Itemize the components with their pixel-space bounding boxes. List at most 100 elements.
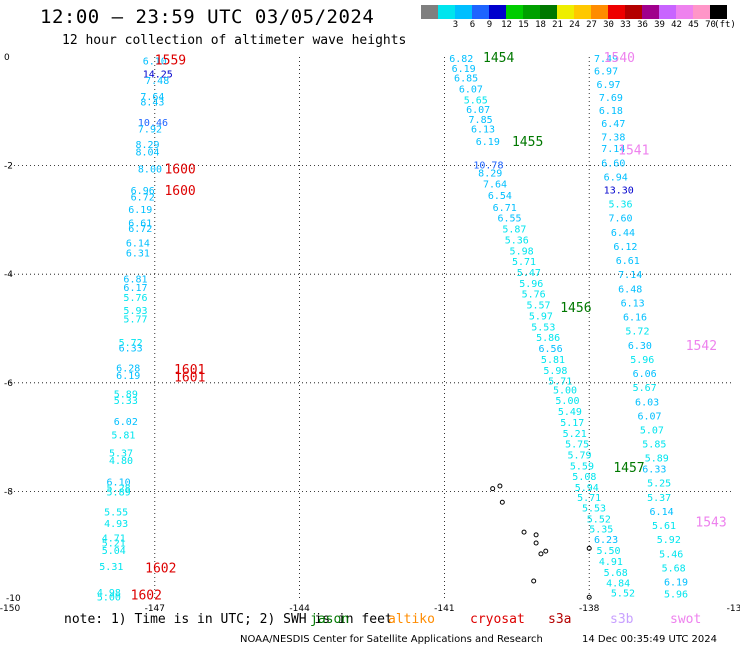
legend-tick-label: 12: [501, 20, 512, 30]
wave-height-value: 5.87: [502, 225, 526, 236]
wave-height-value: 6.10: [143, 56, 167, 67]
x-tick-label: -141: [434, 604, 454, 614]
wave-height-value: 6.33: [119, 344, 143, 355]
wave-height-value: 6.72: [128, 224, 152, 235]
pass-time-label: 1455: [512, 135, 543, 150]
page-title: 12:00 – 23:59 UTC 03/05/2024: [40, 6, 375, 28]
legend-swatch: [591, 5, 608, 19]
satellite-jason: jason: [310, 612, 350, 627]
wave-height-value: 7.64: [483, 180, 507, 191]
legend-swatch: [506, 5, 523, 19]
wave-height-value: 6.96: [131, 186, 155, 197]
wave-height-value: 6.14: [126, 239, 150, 250]
wave-height-value: 8.04: [135, 147, 159, 158]
wave-height-value: 5.96: [519, 279, 543, 290]
wave-height-value: 5.36: [609, 200, 633, 211]
pass-time-label: 1601: [174, 370, 205, 385]
legend-swatch: [676, 5, 693, 19]
wave-height-value: 6.94: [604, 172, 628, 183]
wave-height-value: 5.21: [563, 429, 587, 440]
wave-height-value: 5.76: [522, 290, 546, 301]
wave-height-value: 6.16: [623, 313, 647, 324]
legend-swatch: [540, 5, 557, 19]
wave-height-value: 5.00: [555, 396, 579, 407]
wave-height-value: 5.47: [517, 268, 541, 279]
x-tick-label: -147: [145, 604, 165, 614]
wave-height-value: 6.10: [107, 478, 131, 489]
pass-time-label: 1543: [695, 515, 726, 530]
wave-height-value: 5.96: [664, 589, 688, 600]
wave-height-value: 5.72: [625, 327, 649, 338]
wave-height-value: 6.48: [618, 284, 642, 295]
legend-tick-label: 45: [688, 20, 699, 30]
wave-height-value: 4.71: [102, 534, 126, 545]
island-outline: [533, 532, 539, 538]
y-tick-label: 0: [4, 53, 10, 63]
wave-height-value: 7.85: [469, 115, 493, 126]
legend-swatch: [659, 5, 676, 19]
wave-height-value: 5.67: [633, 383, 657, 394]
wave-height-value: 6.19: [128, 205, 152, 216]
legend-swatch: [523, 5, 540, 19]
wave-height-value: 4.93: [104, 519, 128, 530]
wave-height-value: 5.50: [596, 546, 620, 557]
satellite-altiko: altiko: [388, 612, 435, 627]
wave-height-value: 5.72: [119, 338, 143, 349]
credit-text: NOAA/NESDIS Center for Satellite Applica…: [240, 634, 543, 645]
satellite-swot: swot: [670, 612, 702, 627]
legend-swatch: [625, 5, 642, 19]
pass-time-label: 1559: [155, 54, 186, 69]
legend-swatch: [642, 5, 659, 19]
pass-time-label: 1600: [164, 162, 195, 177]
island-outline: [531, 578, 537, 584]
pass-time-label: 1600: [164, 184, 195, 199]
wave-height-value: 5.28: [107, 484, 131, 495]
wave-height-value: 6.07: [459, 84, 483, 95]
pass-time-label: 1454: [483, 51, 514, 66]
legend-swatch: [455, 5, 472, 19]
wave-height-value: 5.85: [642, 440, 666, 451]
wave-height-value: 5.81: [111, 430, 135, 441]
island-outline: [490, 486, 496, 492]
legend-tick-label: 70: [705, 20, 716, 30]
wave-height-value: 5.75: [565, 440, 589, 451]
wave-height-value: 5.00: [97, 593, 121, 604]
wave-height-value: 5.76: [123, 293, 147, 304]
legend-tick-label: 27: [586, 20, 597, 30]
island-outline: [521, 529, 527, 535]
wave-height-value: 6.44: [611, 228, 635, 239]
wave-height-value: 6.02: [114, 417, 138, 428]
wave-height-value: 5.94: [575, 483, 599, 494]
y-tick-label: -4: [4, 270, 13, 280]
wave-height-value: 5.93: [123, 306, 147, 317]
wave-height-value: 10.46: [138, 118, 168, 129]
pass-time-label: 1602: [145, 561, 176, 576]
wave-height-value: 5.53: [531, 322, 555, 333]
wave-height-value: 6.13: [621, 298, 645, 309]
pass-time-label: 1456: [560, 301, 591, 316]
wave-height-value: 5.04: [102, 546, 126, 557]
wave-height-value: 6.72: [131, 193, 155, 204]
legend-swatch: [710, 5, 727, 19]
island-outline: [533, 540, 539, 546]
wave-height-value: 5.68: [662, 563, 686, 574]
wave-height-value: 6.30: [628, 341, 652, 352]
legend-tick-label: 3: [452, 20, 459, 30]
wave-height-value: 4.80: [109, 456, 133, 467]
legend-tick-label: 33: [620, 20, 631, 30]
satellite-s3b: s3b: [610, 612, 634, 627]
wave-height-value: 5.86: [536, 333, 560, 344]
island-outline: [586, 545, 592, 551]
wave-height-value: 6.03: [635, 397, 659, 408]
wave-height-value: 6.12: [613, 242, 637, 253]
footnote: note: 1) Time is in UTC; 2) SWH is in fe…: [64, 612, 393, 627]
pass-time-label: 1602: [131, 589, 162, 604]
x-tick-label: -144: [289, 604, 310, 614]
wave-height-value: 5.89: [107, 487, 131, 498]
legend-tick-label: 9: [486, 20, 493, 30]
wave-height-value: 6.19: [476, 137, 500, 148]
wave-height-value: 5.89: [645, 454, 669, 465]
wave-height-value: 5.55: [104, 507, 128, 518]
wave-height-value: 5.77: [123, 315, 147, 326]
